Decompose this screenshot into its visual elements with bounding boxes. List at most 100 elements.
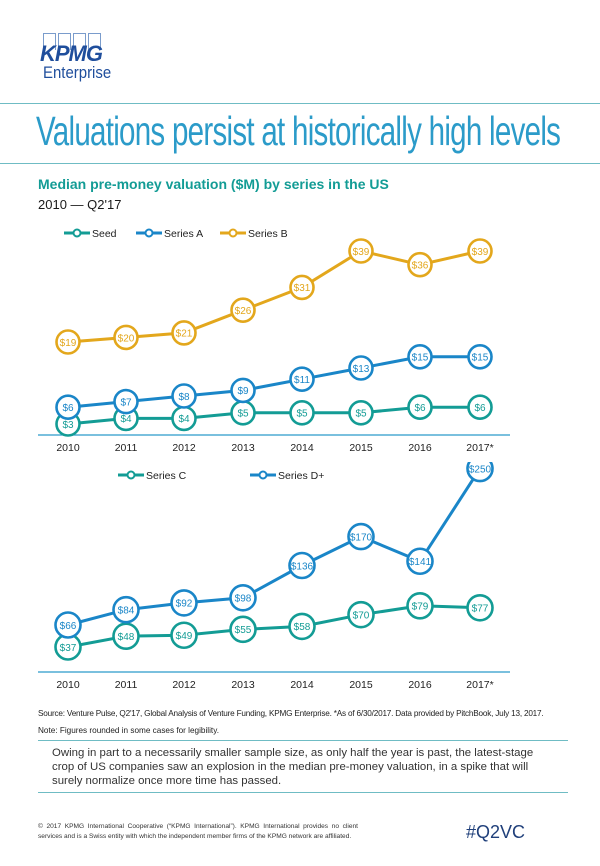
data-point <box>407 344 433 370</box>
data-label: $21 <box>176 329 193 340</box>
x-tick-label: 2011 <box>115 442 138 454</box>
data-label: $136 <box>291 561 314 572</box>
data-label: $84 <box>118 606 135 617</box>
data-point <box>54 611 82 639</box>
data-label: $58 <box>294 622 311 633</box>
hashtag: #Q2VC <box>466 822 526 842</box>
data-point <box>466 594 494 622</box>
commentary-bottom-rule <box>38 792 568 793</box>
logo-kpmg-text: KPMG <box>40 41 103 66</box>
data-label: $6 <box>414 403 426 414</box>
data-label: $5 <box>237 409 249 420</box>
legend-item-seriesA: Series A <box>136 228 203 240</box>
data-point <box>289 366 315 392</box>
data-point <box>171 320 197 346</box>
rounding-note: Note: Figures rounded in some cases for … <box>38 726 219 735</box>
data-label: $98 <box>235 594 252 605</box>
legend-label: Series D+ <box>278 470 324 482</box>
data-point <box>406 547 434 576</box>
data-point <box>407 394 433 420</box>
data-label: $7 <box>120 397 132 408</box>
data-label: $3 <box>62 420 74 431</box>
data-label: $5 <box>355 409 367 420</box>
legend-item-seriesC: Series C <box>118 470 187 482</box>
data-point <box>230 377 256 404</box>
data-label: $92 <box>176 599 193 610</box>
series-seriesD: $66 $84 $92 $98 $136 $170 $141 $250 <box>54 462 494 639</box>
legend-swatch-marker <box>72 228 82 238</box>
legend-swatch-marker <box>258 470 268 480</box>
data-point <box>467 394 493 420</box>
x-tick-label: 2012 <box>172 679 196 691</box>
x-tick-label: 2016 <box>408 679 432 691</box>
data-label: $19 <box>60 338 77 349</box>
legend-label: Seed <box>92 228 117 240</box>
legend-item-seriesD: Series D+ <box>250 470 324 482</box>
data-point <box>170 621 198 650</box>
commentary-top-rule <box>38 740 568 741</box>
data-label: $15 <box>472 353 489 364</box>
series-seriesA: $6 $7 $8 $9 $11 $13 $15 $15 <box>55 344 493 420</box>
legend-item-seriesB: Series B <box>220 228 288 240</box>
data-point <box>288 551 316 580</box>
x-tick-label: 2010 <box>56 442 80 454</box>
page-title: Valuations persist at historically high … <box>36 108 561 154</box>
commentary-text: Owing in part to a necessarily smaller s… <box>52 747 534 787</box>
logo-boxes-icon <box>43 33 105 50</box>
chart-subtitle: Median pre-money valuation ($M) by serie… <box>38 176 389 192</box>
data-label: $4 <box>120 414 132 425</box>
data-point <box>55 329 81 355</box>
data-point <box>347 600 375 629</box>
data-point <box>113 324 139 351</box>
x-tick-label: 2014 <box>290 442 314 454</box>
data-point <box>467 344 493 370</box>
series-seriesC: $37 $48 $49 $55 $58 $70 $79 $77 <box>54 592 494 661</box>
x-tick-label: 2017* <box>466 442 493 454</box>
data-point <box>230 297 256 323</box>
legend-swatch-marker <box>144 228 154 238</box>
data-label: $20 <box>118 333 135 344</box>
data-point <box>347 522 375 551</box>
title-bottom-rule <box>0 163 600 164</box>
x-tick-label: 2015 <box>349 442 373 454</box>
data-label: $66 <box>60 621 77 632</box>
chart-c-d: Series C Series D+ 2010 2011 2012 2013 2014 201… <box>38 462 510 691</box>
legend-label: Series B <box>248 228 288 240</box>
data-point <box>348 355 374 381</box>
data-point <box>170 589 198 617</box>
data-point <box>466 462 494 483</box>
x-tick-label: 2016 <box>408 442 432 454</box>
data-label: $9 <box>237 386 249 397</box>
date-range: 2010 — Q2'17 <box>38 197 122 212</box>
data-label: $37 <box>60 643 77 654</box>
data-point <box>171 383 197 409</box>
title-top-rule <box>0 103 600 104</box>
logo-enterprise-text: Enterprise <box>43 63 112 82</box>
data-label: $39 <box>353 247 370 258</box>
legend-label: Series C <box>146 470 187 482</box>
data-label: $48 <box>118 632 135 643</box>
x-tick-label: 2017* <box>466 679 493 691</box>
data-label: $31 <box>294 283 311 294</box>
data-label: $26 <box>235 306 252 317</box>
data-label: $6 <box>62 403 74 414</box>
data-point <box>348 400 374 426</box>
chart-seed-a-b: Seed Series A Series B 2010 2011 2012 2013 2014… <box>38 228 510 454</box>
data-label: $39 <box>472 247 489 258</box>
data-label: $6 <box>474 403 486 414</box>
legend-swatch-marker <box>228 228 238 238</box>
legend-label: Series A <box>164 228 203 240</box>
data-label: $77 <box>472 604 489 615</box>
copyright-text: © 2017 KPMG International Cooperative (“… <box>38 823 358 840</box>
x-tick-label: 2011 <box>115 679 138 691</box>
data-point <box>289 400 315 426</box>
data-point <box>229 615 257 644</box>
data-point <box>113 388 139 415</box>
x-tick-label: 2012 <box>172 442 196 454</box>
data-point <box>406 592 434 620</box>
x-tick-label: 2015 <box>349 679 373 691</box>
x-tick-label: 2013 <box>231 679 255 691</box>
legend-item-seed: Seed <box>64 228 117 240</box>
data-label: $15 <box>412 353 429 364</box>
data-label: $5 <box>296 409 308 420</box>
